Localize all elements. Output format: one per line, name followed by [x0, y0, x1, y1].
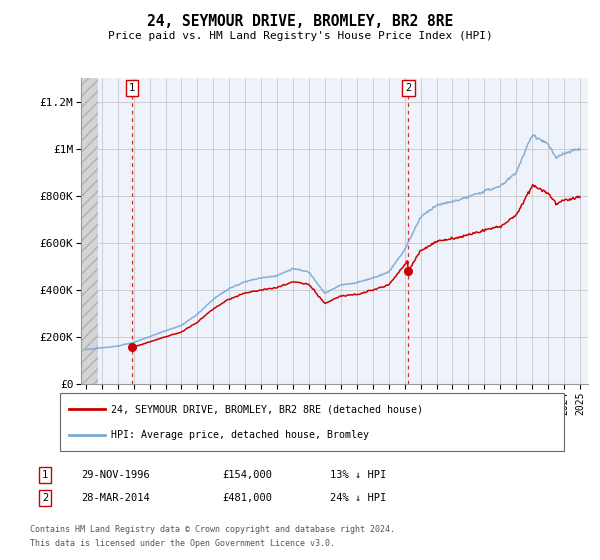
Text: Contains HM Land Registry data © Crown copyright and database right 2024.: Contains HM Land Registry data © Crown c…	[30, 525, 395, 534]
Text: £481,000: £481,000	[222, 493, 272, 503]
Text: 29-NOV-1996: 29-NOV-1996	[81, 470, 150, 480]
Bar	[81, 78, 98, 384]
Text: 1: 1	[129, 83, 136, 93]
Text: HPI: Average price, detached house, Bromley: HPI: Average price, detached house, Brom…	[111, 430, 369, 440]
Text: 28-MAR-2014: 28-MAR-2014	[81, 493, 150, 503]
Text: 24% ↓ HPI: 24% ↓ HPI	[330, 493, 386, 503]
Text: £154,000: £154,000	[222, 470, 272, 480]
Text: 2: 2	[406, 83, 412, 93]
Text: This data is licensed under the Open Government Licence v3.0.: This data is licensed under the Open Gov…	[30, 539, 335, 548]
Text: Price paid vs. HM Land Registry's House Price Index (HPI): Price paid vs. HM Land Registry's House …	[107, 31, 493, 41]
Text: 2: 2	[42, 493, 48, 503]
Text: 24, SEYMOUR DRIVE, BROMLEY, BR2 8RE (detached house): 24, SEYMOUR DRIVE, BROMLEY, BR2 8RE (det…	[111, 404, 423, 414]
Text: 1: 1	[42, 470, 48, 480]
Text: 13% ↓ HPI: 13% ↓ HPI	[330, 470, 386, 480]
Text: 24, SEYMOUR DRIVE, BROMLEY, BR2 8RE: 24, SEYMOUR DRIVE, BROMLEY, BR2 8RE	[147, 14, 453, 29]
